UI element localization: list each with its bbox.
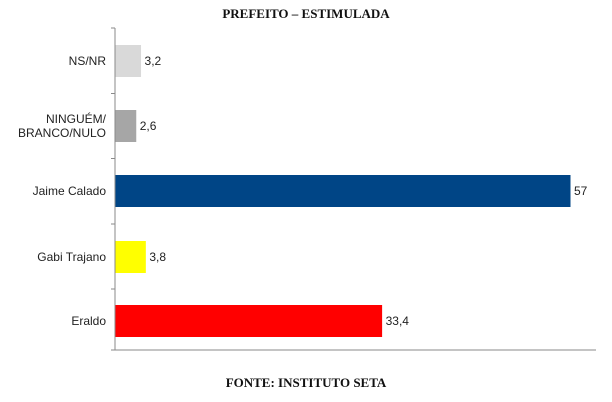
bar-2 <box>115 175 571 207</box>
bar-1 <box>115 110 137 142</box>
value-label-0: 3,2 <box>145 54 162 68</box>
category-label-2: Jaime Calado <box>33 184 107 198</box>
value-label-4: 33,4 <box>386 314 410 328</box>
value-label-1: 2,6 <box>140 119 157 133</box>
category-label-4: Eraldo <box>71 314 106 328</box>
category-label-1: NINGUÉM/BRANCO/NULO <box>18 111 107 140</box>
bar-0 <box>115 45 142 77</box>
chart-source: FONTE: INSTITUTO SETA <box>225 375 387 390</box>
value-label-3: 3,8 <box>149 250 166 264</box>
category-label-3: Gabi Trajano <box>37 250 106 264</box>
bar-3 <box>115 241 146 273</box>
value-label-2: 57 <box>574 184 588 198</box>
category-label-0: NS/NR <box>69 54 107 68</box>
bar-4 <box>115 305 383 337</box>
chart-title: PREFEITO – ESTIMULADA <box>222 6 390 21</box>
